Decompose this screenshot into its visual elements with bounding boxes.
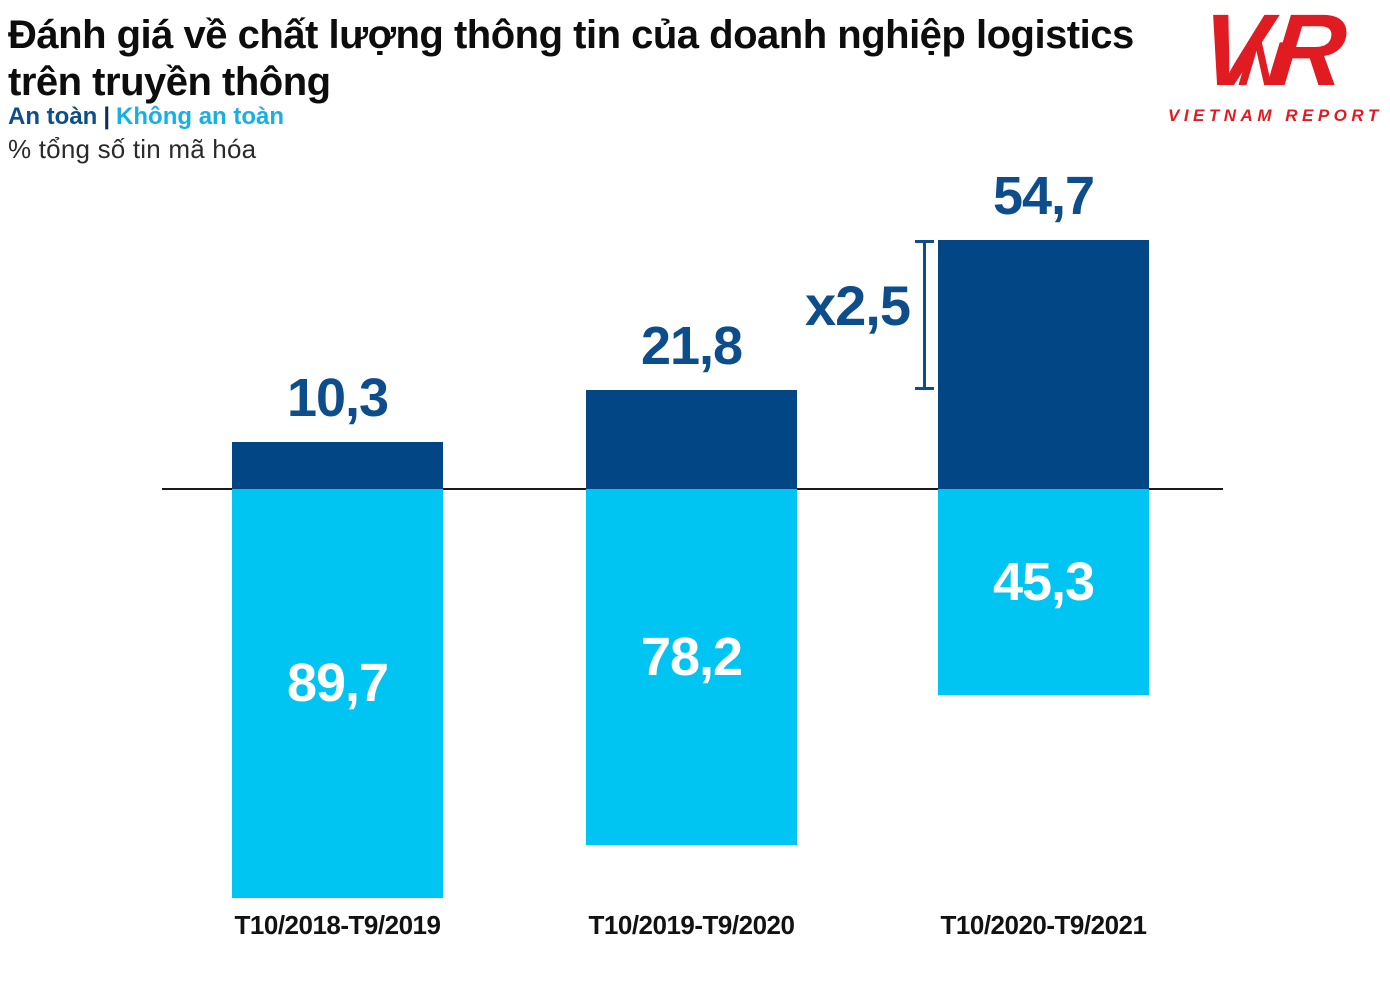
page-title: Đánh giá về chất lượng thông tin của doa… <box>8 12 1134 106</box>
safe-value-label: 54,7 <box>992 165 1095 226</box>
unit-note: % tổng số tin mã hóa <box>8 134 257 164</box>
unsafe-bar: 45,3 <box>938 489 1149 696</box>
safe-bar <box>938 239 1149 489</box>
growth-bracket-line <box>923 239 926 390</box>
category-label: T10/2019-T9/2020 <box>588 910 795 940</box>
safe-value-label: 21,8 <box>640 315 743 376</box>
logo-caption: VIETNAM REPORT <box>1168 106 1383 125</box>
safe-bar <box>232 442 443 489</box>
bar-group-2019-2020: 21,8 78,2 T10/2019-T9/2020 <box>586 0 797 983</box>
legend-safe-label: An toàn <box>8 103 98 130</box>
legend: An toàn | Không an toàn <box>8 103 284 131</box>
legend-unsafe-label: Không an toàn <box>116 103 285 130</box>
growth-bracket-top-cap <box>915 239 934 243</box>
unsafe-value-label: 89,7 <box>286 653 389 714</box>
bar-group-2018-2019: 10,3 89,7 T10/2018-T9/2019 <box>232 0 443 983</box>
category-label: T10/2020-T9/2021 <box>940 910 1147 940</box>
vnr-logo: VNR VIETNAM REPORT <box>1168 0 1378 126</box>
unsafe-bar: 89,7 <box>232 489 443 898</box>
growth-annotation-label: x2,5 <box>805 273 911 337</box>
unsafe-value-label: 45,3 <box>992 552 1095 613</box>
safe-value-label: 10,3 <box>286 368 389 429</box>
unsafe-value-label: 78,2 <box>640 627 743 688</box>
unsafe-bar: 78,2 <box>586 489 797 846</box>
growth-bracket-bottom-cap <box>915 386 934 390</box>
category-label: T10/2018-T9/2019 <box>234 910 441 940</box>
legend-separator: | <box>103 103 111 130</box>
bar-group-2020-2021: 54,7 45,3 T10/2020-T9/2021 <box>938 0 1149 983</box>
title-line-1: Đánh giá về chất lượng thông tin của doa… <box>8 13 1134 57</box>
title-line-2: trên truyền thông <box>8 60 331 104</box>
safe-bar <box>586 389 797 489</box>
